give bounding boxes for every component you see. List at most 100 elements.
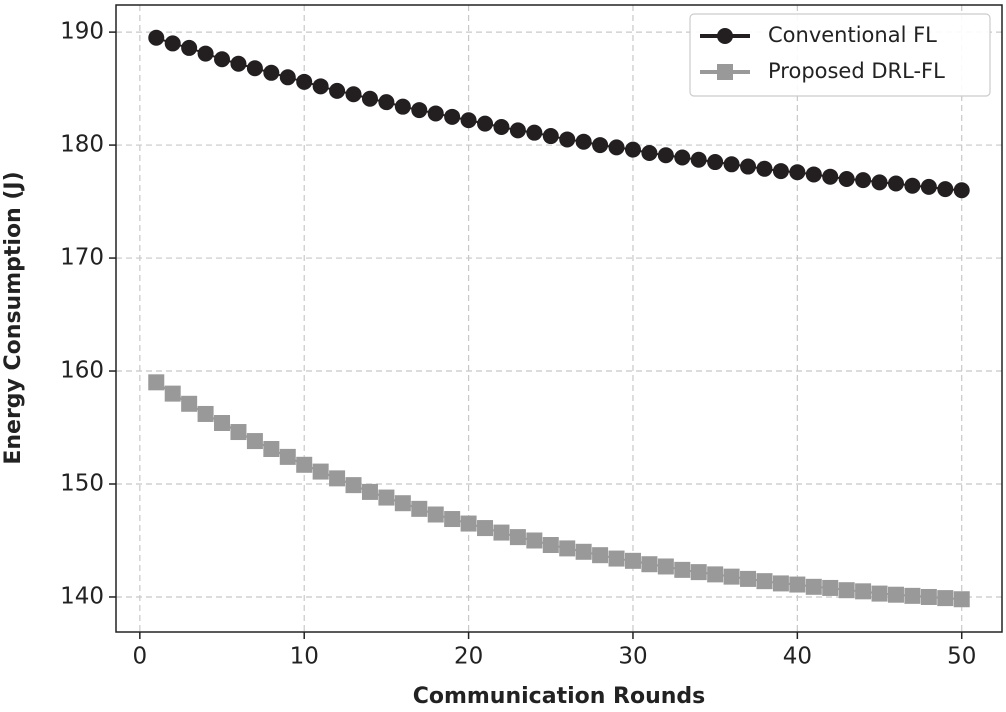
data-point — [444, 108, 461, 125]
legend-marker — [717, 28, 733, 44]
data-point — [690, 564, 707, 581]
data-point — [427, 506, 444, 523]
data-point — [394, 98, 411, 115]
data-point — [460, 515, 477, 532]
x-tick-label: 20 — [454, 644, 483, 670]
data-point — [740, 158, 757, 175]
data-point — [592, 137, 609, 154]
data-point — [559, 540, 576, 557]
y-tick-label: 190 — [60, 19, 104, 45]
data-point — [263, 64, 280, 81]
data-point — [148, 374, 165, 391]
data-point — [263, 440, 280, 457]
x-axis-label: Communication Rounds — [413, 684, 706, 709]
data-point — [871, 585, 888, 602]
data-point — [542, 128, 559, 145]
data-point — [838, 582, 855, 599]
x-tick-label: 0 — [133, 644, 148, 670]
data-point — [657, 558, 674, 575]
data-point — [164, 35, 181, 52]
data-point — [345, 477, 362, 494]
data-point — [526, 124, 543, 141]
data-point — [214, 415, 231, 431]
legend-marker — [717, 64, 733, 80]
data-point — [509, 122, 526, 139]
data-point — [887, 586, 904, 603]
data-point — [575, 543, 592, 560]
data-point — [230, 424, 247, 441]
data-point — [920, 178, 937, 195]
data-point — [690, 151, 707, 168]
data-point — [789, 164, 806, 181]
data-point — [246, 433, 263, 450]
data-point — [279, 69, 296, 86]
data-point — [361, 483, 378, 500]
data-point — [723, 156, 740, 173]
data-point — [608, 139, 625, 156]
y-tick-label: 170 — [60, 245, 104, 271]
data-point — [164, 385, 181, 402]
data-point — [148, 29, 165, 46]
data-point — [887, 175, 904, 192]
data-point — [411, 102, 428, 119]
data-point — [279, 448, 296, 465]
legend-box — [689, 13, 991, 97]
data-point — [624, 552, 641, 569]
data-point — [181, 39, 198, 56]
data-point — [378, 94, 395, 111]
data-point — [674, 149, 691, 166]
x-tick-label: 40 — [783, 644, 812, 670]
data-point — [312, 78, 329, 95]
data-point — [493, 524, 510, 541]
data-point — [361, 90, 378, 107]
data-point — [509, 529, 526, 546]
data-point — [740, 570, 757, 587]
x-tick-label: 30 — [618, 644, 647, 670]
data-point — [937, 590, 954, 607]
data-point — [674, 561, 691, 578]
data-point — [953, 182, 970, 199]
data-point — [608, 550, 625, 567]
data-point — [411, 500, 428, 517]
data-point — [707, 566, 724, 583]
data-point — [904, 587, 921, 604]
data-point — [542, 537, 559, 554]
data-point — [838, 170, 855, 187]
data-point — [575, 133, 592, 150]
data-point — [855, 172, 872, 189]
y-tick-label: 160 — [60, 358, 104, 384]
data-point — [559, 131, 576, 148]
data-point — [197, 405, 214, 422]
data-point — [197, 45, 214, 62]
data-point — [920, 588, 937, 605]
data-point — [756, 573, 773, 590]
y-tick-label: 150 — [60, 471, 104, 497]
y-tick-label: 140 — [60, 583, 104, 609]
data-point — [214, 51, 231, 68]
data-point — [444, 511, 461, 528]
data-point — [329, 82, 346, 99]
data-point — [805, 166, 822, 183]
data-point — [296, 73, 313, 90]
data-point — [181, 395, 198, 412]
data-point — [230, 55, 247, 72]
data-point — [624, 141, 641, 158]
legend-label: Conventional FL — [768, 23, 937, 47]
data-point — [772, 163, 789, 180]
data-point — [427, 105, 444, 122]
x-tick-label: 10 — [290, 644, 319, 670]
x-tick-label: 50 — [947, 644, 976, 670]
data-point — [822, 579, 839, 596]
data-point — [789, 576, 806, 593]
data-point — [460, 112, 477, 129]
data-point — [953, 591, 970, 608]
data-point — [246, 60, 263, 77]
data-point — [855, 583, 872, 600]
data-point — [345, 86, 362, 103]
data-point — [657, 147, 674, 164]
data-point — [772, 575, 789, 592]
data-point — [329, 470, 346, 487]
data-point — [312, 463, 329, 480]
data-point — [871, 174, 888, 191]
